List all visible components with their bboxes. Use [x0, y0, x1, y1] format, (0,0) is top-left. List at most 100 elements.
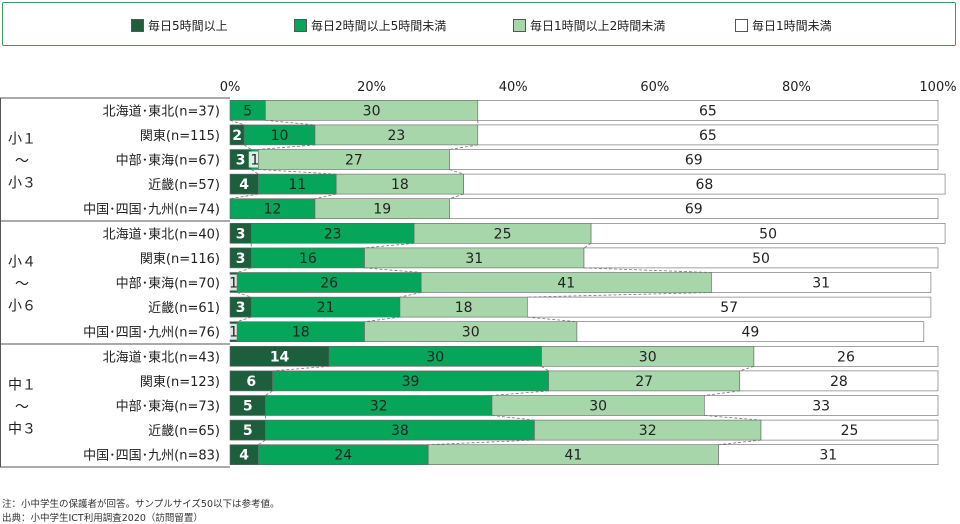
- connector-line: [583, 267, 712, 273]
- data-label: 18: [292, 325, 310, 341]
- category-label: 関東(n=116): [140, 251, 220, 267]
- connector-line: [314, 193, 337, 200]
- data-label: 30: [589, 399, 607, 415]
- category-label: 近畿(n=57): [148, 178, 220, 193]
- bar-segment: [449, 198, 939, 219]
- data-label: 30: [639, 349, 657, 365]
- data-label: 69: [685, 153, 703, 169]
- footnote: 注：小中学生の保護者が回答。サンプルサイズ50以下は参考値。: [2, 499, 280, 510]
- group-label: 小６: [8, 299, 36, 315]
- data-label: 3: [236, 226, 246, 242]
- bar-segment: [704, 395, 939, 416]
- data-label: 3: [236, 251, 246, 267]
- data-label: 1: [250, 153, 259, 169]
- connector-line: [364, 267, 422, 273]
- data-label: 57: [720, 300, 738, 316]
- connector-line: [739, 365, 755, 372]
- group-label: 小４: [8, 255, 36, 271]
- bar-segment: [576, 321, 925, 343]
- connector-line: [527, 292, 712, 298]
- data-label: 16: [299, 251, 317, 267]
- x-tick-label: 40%: [499, 80, 528, 95]
- group-label: 中３: [8, 422, 36, 438]
- connector-line: [527, 316, 577, 323]
- data-label: 12: [264, 202, 282, 218]
- category-label: 関東(n=123): [140, 374, 220, 390]
- data-label: 24: [334, 448, 352, 464]
- legend-item-5h-plus: 毎日5時間以上: [131, 17, 228, 34]
- data-label: 30: [363, 103, 381, 119]
- category-label: 中部･東海(n=73): [116, 399, 220, 415]
- data-label: 5: [243, 103, 252, 119]
- data-label: 65: [699, 103, 717, 119]
- group-label: 小３: [8, 176, 36, 192]
- connector-line: [704, 415, 762, 421]
- category-label: 北海道･東北(n=43): [103, 349, 220, 365]
- connector-line: [428, 439, 535, 446]
- bar-segment: [739, 370, 939, 392]
- category-label: 北海道･東北(n=40): [103, 226, 220, 242]
- data-label: 30: [462, 325, 480, 341]
- data-label: 2: [232, 128, 242, 144]
- category-label: 中国･四国･九州(n=74): [83, 203, 220, 218]
- connector-line: [229, 119, 245, 126]
- data-label: 31: [819, 448, 837, 464]
- connector-line: [491, 415, 535, 421]
- legend-swatch: [735, 19, 748, 32]
- x-tick-label: 0%: [220, 80, 241, 95]
- data-label: 41: [564, 448, 582, 464]
- stacked-bar-chart: 0% 20% 40% 60% 80% 100%小１〜小３小４〜小６中１〜中３北海道･東北(…: [0, 80, 957, 468]
- source-note: 出典：小中学生ICT利用調査2020（訪問留置）: [2, 513, 203, 524]
- data-label: 32: [370, 399, 388, 415]
- data-label: 26: [837, 349, 855, 365]
- x-tick-label: 100%: [919, 80, 956, 95]
- data-label: 32: [639, 423, 657, 439]
- data-label: 39: [402, 374, 420, 390]
- legend-label: 毎日5時間以上: [148, 19, 228, 33]
- legend-swatch: [513, 19, 526, 32]
- data-label: 50: [759, 226, 777, 242]
- data-label: 25: [494, 226, 512, 242]
- connector-line: [236, 316, 252, 323]
- bar-segment: [527, 296, 932, 318]
- data-label: 26: [320, 276, 338, 292]
- connector-line: [251, 169, 259, 175]
- connector-line: [583, 242, 592, 249]
- data-label: 31: [812, 276, 830, 292]
- connector-line: [229, 193, 259, 200]
- connector-line: [364, 242, 415, 249]
- x-tick-label: 60%: [640, 80, 669, 95]
- data-label: 18: [455, 300, 473, 316]
- data-label: 49: [741, 325, 759, 341]
- data-label: 6: [246, 374, 256, 390]
- connector-line: [265, 119, 315, 126]
- data-label: 65: [699, 128, 717, 144]
- legend-item-2h-5h: 毎日2時間以上5時間未満: [294, 17, 446, 34]
- category-label: 関東(n=115): [140, 128, 220, 144]
- data-label-bg: [227, 274, 240, 291]
- connector-line: [236, 292, 252, 298]
- legend: 毎日5時間以上 毎日2時間以上5時間未満 毎日1時間以上2時間未満 毎日1時間未…: [2, 2, 956, 46]
- data-label-bg: [248, 151, 261, 168]
- category-label: 近畿(n=61): [148, 301, 220, 316]
- group-label: 〜: [15, 400, 29, 416]
- group-label: 小１: [8, 132, 36, 148]
- connector-line: [258, 439, 266, 446]
- data-label: 38: [391, 423, 409, 439]
- data-label: 10: [271, 128, 289, 144]
- category-label: 中部･東海(n=67): [116, 153, 220, 169]
- data-label: 68: [695, 177, 713, 193]
- connector-line: [243, 144, 252, 150]
- connector-line: [258, 144, 315, 150]
- x-tick-label: 80%: [782, 80, 811, 95]
- legend-item-1h-2h: 毎日1時間以上2時間未満: [513, 17, 665, 34]
- category-label: 中国･四国･九州(n=83): [83, 449, 220, 464]
- bar-segment: [477, 100, 939, 121]
- legend-label: 毎日1時間以上2時間未満: [530, 19, 666, 33]
- data-label: 30: [426, 349, 444, 365]
- data-label: 4: [239, 448, 249, 464]
- data-label: 23: [324, 226, 342, 242]
- data-label: 27: [345, 153, 363, 169]
- connector-line: [541, 365, 549, 372]
- data-label: 18: [391, 177, 409, 193]
